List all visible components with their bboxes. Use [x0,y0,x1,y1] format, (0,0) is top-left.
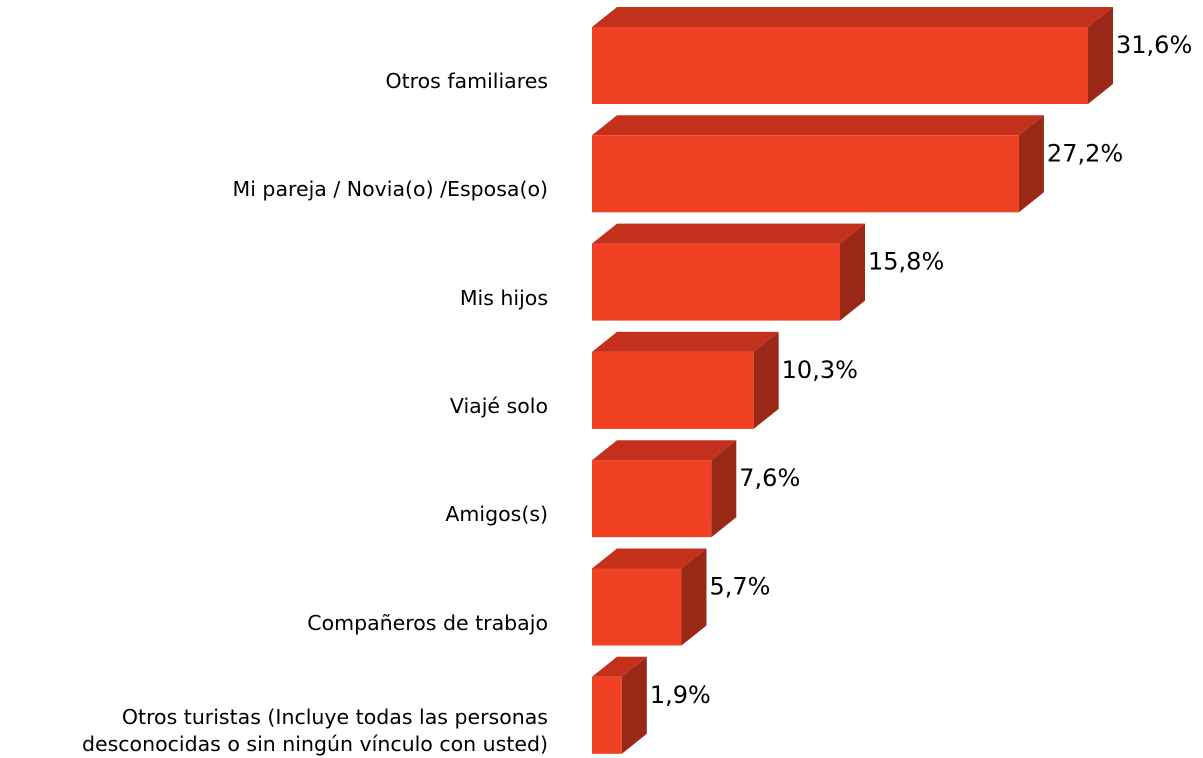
bar-top [592,223,865,244]
bar-side [1018,115,1044,213]
value-label: 7,6% [739,464,800,492]
bar [592,460,712,538]
bar-top [592,656,647,677]
value-label: 5,7% [709,573,770,601]
bar-side [753,331,779,429]
value-label: 1,9% [650,681,711,709]
value-label: 31,6% [1116,31,1192,59]
bar [592,27,1088,104]
bar-side [840,223,865,321]
bar [592,568,682,646]
category-label: Mis hijos [459,285,548,310]
category-label: Mi pareja / Novia(o) /Esposa(o) [232,177,548,202]
value-label: 27,2% [1047,139,1123,167]
bar-top [592,7,1113,27]
bar-top [592,331,779,352]
bar [592,135,1019,213]
bar [592,243,840,321]
bar [592,351,754,429]
bar-top [592,548,707,569]
bar [592,676,622,754]
bar-top [592,440,737,461]
value-label: 10,3% [782,356,858,384]
category-label: Compañeros de trabajo [307,610,548,635]
bar-side [681,548,707,646]
category-label: Otros familiares [385,69,548,93]
bar-side [1088,7,1113,104]
bar-top [592,115,1044,136]
category-label: Amigos(s) [445,502,548,527]
bar-side [711,440,737,538]
category-label: Otros turistas (Incluye todas las person… [81,705,548,757]
bar-side [621,656,647,754]
category-label: Viajé solo [449,393,548,418]
value-label: 15,8% [868,248,944,276]
